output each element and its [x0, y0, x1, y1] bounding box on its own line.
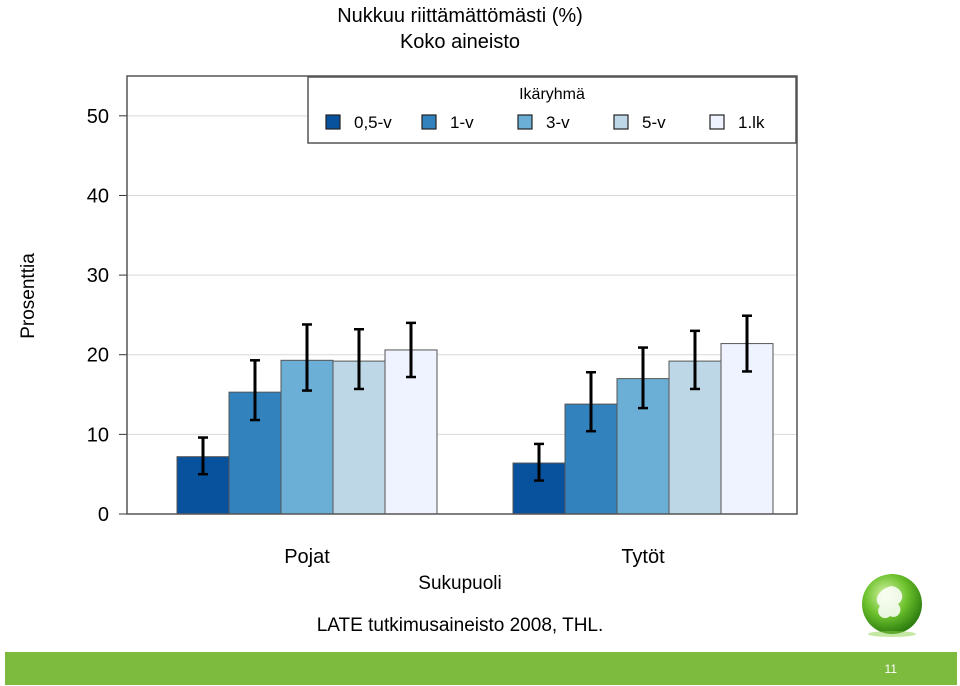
x-tick-label: Pojat: [284, 546, 330, 568]
y-tick-label: 20: [87, 345, 109, 367]
legend-swatch: [709, 114, 725, 130]
legend-swatch: [421, 114, 437, 130]
legend-label: 1-v: [450, 113, 474, 132]
legend-label: 5-v: [642, 113, 666, 132]
y-tick-label: 40: [87, 185, 109, 207]
legend-title: Ikäryhmä: [519, 86, 585, 103]
footer-bar: 11: [5, 652, 957, 685]
legend-label: 3-v: [546, 113, 570, 132]
y-tick-label: 50: [87, 106, 109, 128]
chart-subtitle: Koko aineisto: [400, 31, 520, 53]
y-axis-label: Prosenttia: [18, 253, 39, 339]
y-tick-label: 10: [87, 424, 109, 446]
legend-swatch: [325, 114, 341, 130]
source-text: LATE tutkimusaineisto 2008, THL.: [317, 615, 604, 636]
legend: [307, 76, 797, 144]
x-axis-label: Sukupuoli: [418, 573, 501, 594]
plot-frame: [126, 75, 798, 515]
legend-label: 1.lk: [738, 113, 765, 132]
x-tick-label: Tytöt: [621, 546, 665, 568]
y-tick-label: 0: [98, 504, 109, 526]
y-tick-label: 30: [87, 265, 109, 287]
legend-swatch: [613, 114, 629, 130]
page-number: 11: [884, 662, 897, 676]
legend-swatch: [517, 114, 533, 130]
chart: Nukkuu riittämättömästi (%) Koko aineist…: [18, 5, 798, 636]
chart-title: Nukkuu riittämättömästi (%): [337, 5, 583, 27]
thl-logo-icon: [862, 574, 922, 637]
legend-label: 0,5-v: [354, 113, 392, 132]
